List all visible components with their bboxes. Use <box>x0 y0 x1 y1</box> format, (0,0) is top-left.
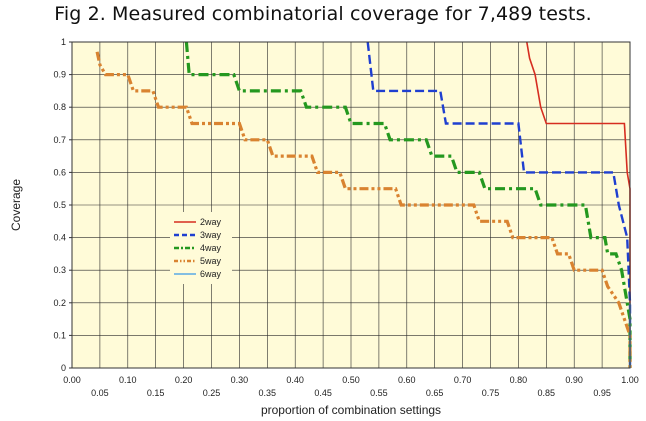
y-tick-label: 0.9 <box>53 70 66 80</box>
legend: 2way 3way 4way 5way 6way <box>170 212 232 284</box>
y-tick-label: 0.4 <box>53 233 66 243</box>
x-tick-label: 0.95 <box>593 388 611 398</box>
x-tick-label: 0.15 <box>147 388 165 398</box>
x-tick-label: 1.00 <box>621 375 639 385</box>
x-tick-label: 0.80 <box>510 375 528 385</box>
x-tick-label: 0.05 <box>91 388 109 398</box>
legend-label-2way: 2way <box>200 217 222 227</box>
legend-label-4way: 4way <box>200 243 222 253</box>
x-tick-label: 0.10 <box>119 375 137 385</box>
y-tick-label: 0.3 <box>53 265 66 275</box>
x-tick-label: 0.25 <box>203 388 221 398</box>
x-tick-label: 0.00 <box>63 375 81 385</box>
x-tick-label: 0.35 <box>259 388 277 398</box>
figure-title: Fig 2. Measured combinatorial coverage f… <box>54 3 592 25</box>
x-tick-label: 0.45 <box>314 388 332 398</box>
x-tick-label: 0.65 <box>426 388 444 398</box>
y-tick-label: 0.8 <box>53 102 66 112</box>
series-line-3way <box>366 41 632 368</box>
y-tick-label: 1 <box>61 37 66 47</box>
grid-lines <box>71 41 631 369</box>
legend-box <box>170 212 232 284</box>
x-tick-label: 0.90 <box>565 375 583 385</box>
y-tick-label: 0.7 <box>53 135 66 145</box>
y-tick-label: 0 <box>61 363 66 373</box>
y-tick-label: 0.6 <box>53 167 66 177</box>
axis-tick-labels: 0 0.1 0.2 0.3 0.4 0.5 0.6 0.7 0.8 0.9 1 0.00 0.10 0.2… <box>53 37 638 398</box>
x-axis-label: proportion of combination settings <box>261 403 441 417</box>
x-tick-label: 0.20 <box>175 375 193 385</box>
x-tick-label: 0.50 <box>342 375 360 385</box>
x-tick-label: 0.30 <box>231 375 249 385</box>
legend-label-3way: 3way <box>200 230 222 240</box>
legend-label-6way: 6way <box>200 269 222 279</box>
y-tick-label: 0.5 <box>53 200 66 210</box>
x-tick-label: 0.70 <box>454 375 472 385</box>
series-line-4way <box>184 41 632 368</box>
y-tick-label: 0.1 <box>53 330 66 340</box>
y-axis-label: Coverage <box>9 179 23 231</box>
x-tick-label: 0.85 <box>538 388 556 398</box>
y-tick-label: 0.2 <box>53 298 66 308</box>
series-line-5way <box>95 51 632 368</box>
legend-label-5way: 5way <box>200 256 222 266</box>
x-tick-label: 0.60 <box>398 375 416 385</box>
series-line-2way <box>526 41 631 368</box>
x-tick-label: 0.55 <box>370 388 388 398</box>
x-tick-label: 0.40 <box>286 375 304 385</box>
x-tick-label: 0.75 <box>482 388 500 398</box>
